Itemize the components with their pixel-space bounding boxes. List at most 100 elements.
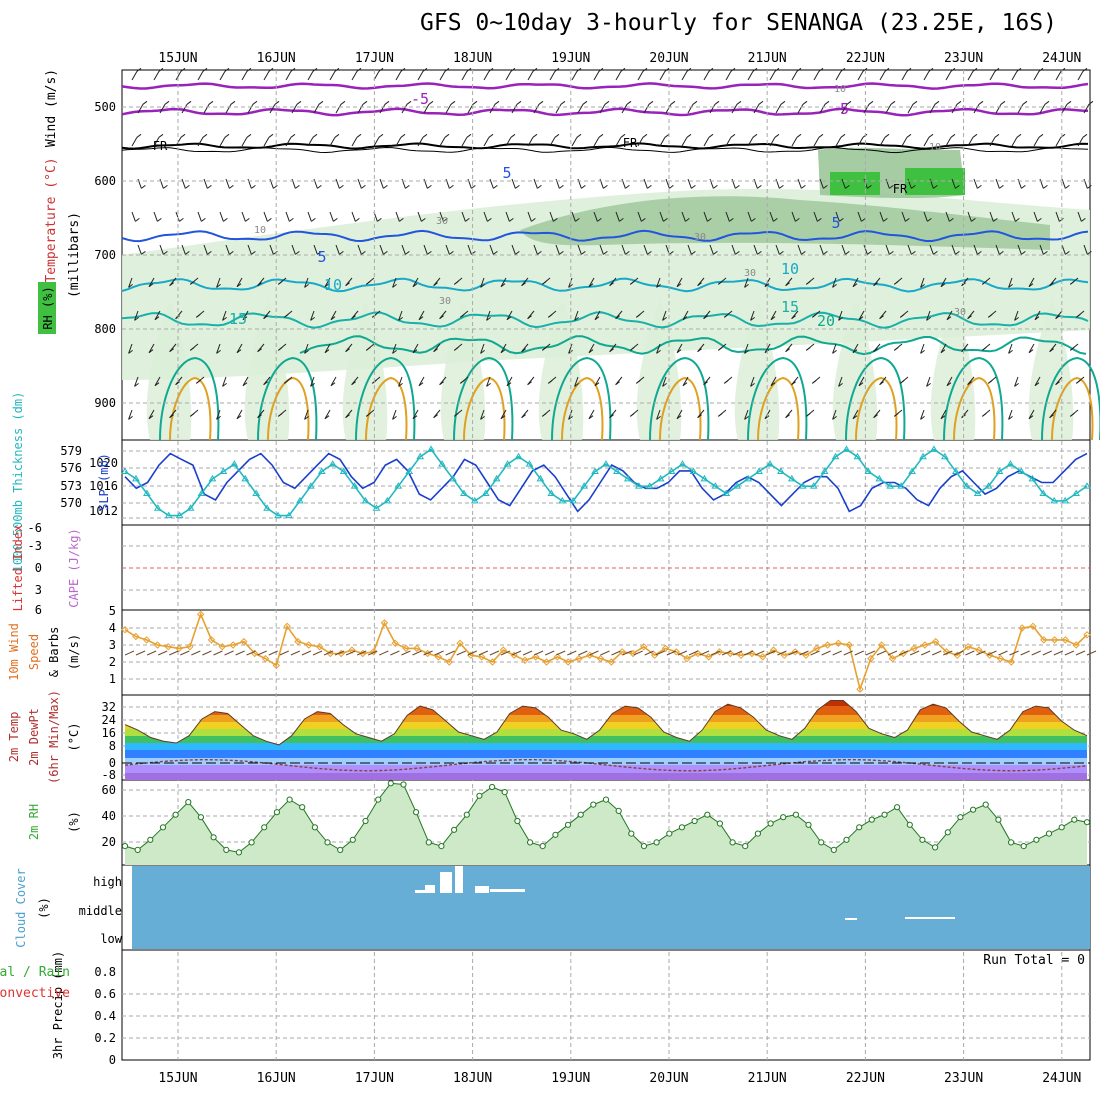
wind-speed-point [218,642,226,651]
rh-2m-point [577,811,584,818]
wind-barb [681,71,688,81]
wind-barb-flag [713,250,718,255]
wind-barb [770,376,777,386]
wind-barb-flag [222,382,227,387]
thickness-point [1006,460,1015,467]
wind-barb-flag [906,67,912,72]
wind-barb-flag [927,217,932,222]
wind-barb-flag [598,133,604,138]
wind-barb [307,137,314,147]
wind-barb-flag [418,382,424,387]
wind-barb-flag [466,67,472,72]
contour-label: FR [893,182,908,196]
wind-barb-flag [532,133,538,138]
wind-barb-flag [1087,250,1092,255]
wind-barb-flag [993,217,998,222]
wind-barb [527,211,532,222]
rh-plume [244,300,290,440]
wind-barb-flag [926,382,931,387]
wind-barb-flag [277,280,283,285]
wind-barb [753,178,758,189]
wind-barb-flag [773,217,778,222]
wind-barb-flag [978,100,984,105]
wind-barb [703,71,710,81]
cloud-middle-bar [845,918,857,920]
wind-speed-point [305,641,313,649]
wind-barb-flag [669,250,674,255]
rh-2m-point [704,811,711,818]
surface-wind-barb [434,650,444,656]
wind-barb [1061,178,1066,189]
wind-barb [832,277,837,288]
wind-barb [307,211,312,222]
cloud-level-tick: middle [79,904,122,918]
wind-barb [395,137,402,147]
wind-barb-flag [317,250,322,255]
wind-speed-series-line [124,612,1088,692]
wind-barb [1077,211,1082,222]
rh-2m-point [716,820,724,827]
surface-wind-barb [401,650,411,656]
wind-speed-point [510,651,518,659]
thickness-point [897,482,906,489]
wind-barb [753,244,758,255]
wind-barb [1011,71,1018,81]
wind-barb [813,137,820,147]
wind-barb-flag [422,133,428,138]
wind-barb [263,137,270,147]
wind-barb-flag [554,67,560,72]
wind-barb [577,104,584,114]
wind-barb [291,244,296,255]
wind-barb [920,409,925,420]
wind-barb [879,211,884,222]
wind-barb-flag [717,346,723,351]
surface-wind-barb [301,650,312,656]
contour-label: -5 [831,100,849,118]
wind-speed-point [996,654,1005,663]
wind-barb-flag [955,184,960,189]
wind-barb-flag [493,184,498,189]
wind-barb-flag [1034,382,1040,387]
wind-barb-flag [236,349,242,354]
pressure-tick: 700 [94,248,116,262]
wind-barb [1077,71,1084,81]
wind-barb-flag [164,100,170,105]
wind-barb-flag [824,100,830,105]
wind-barb-flag [588,283,594,288]
rh-2m-point [1058,824,1065,831]
wind-barb-flag [304,283,309,288]
diurnal-contour-teal [747,356,808,441]
surface-wind-barb [478,650,489,656]
thickness-point [547,489,556,497]
thickness-point [667,467,676,474]
wind-barb [571,137,578,147]
wind-barb-flag [148,283,154,288]
wind-barb-flag [277,412,283,417]
wind-barb [148,277,155,287]
wind-barb-flag [154,316,160,321]
wind-barb-flag [779,184,784,189]
date-label-bottom: 17JUN [355,1071,394,1086]
wind-barb-flag [620,133,626,138]
wind-barb [418,310,425,320]
wind-barb [885,244,890,255]
wind-barb-flag [920,283,925,288]
wind-barb [907,104,914,114]
rh-2m-axis-label: 2m RH [27,804,41,840]
wind-barb-flag [459,313,465,318]
thickness-point [263,504,271,511]
wind-barb-flag [883,217,888,222]
rh-2m-point [856,824,863,831]
wind-barb-flag [257,414,262,419]
wind-barb-flag [801,184,806,189]
wind-barb-flag [626,100,632,105]
wind-barb [131,71,138,81]
wind-speed-point [1072,641,1080,649]
temp-2m-tick: 24 [102,713,116,727]
wind-barb [392,343,397,354]
wind-barb [330,310,337,320]
wind-barb [940,343,947,353]
wind-barb-flag [330,382,336,387]
wind-barb-flag [128,415,133,420]
